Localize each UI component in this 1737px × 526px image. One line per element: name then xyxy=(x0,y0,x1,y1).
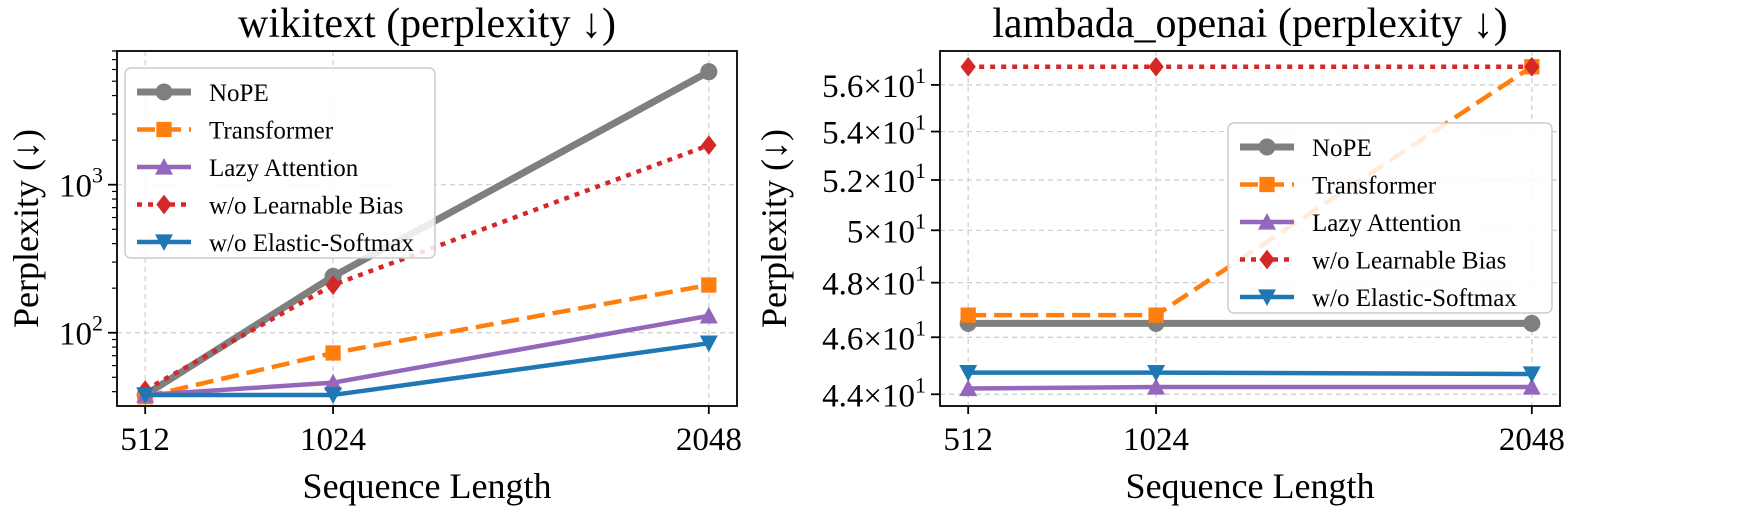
series-w-o-elastic-softmax xyxy=(959,364,1541,384)
legend-frame xyxy=(124,67,436,259)
legend-label: Lazy Attention xyxy=(209,155,359,182)
legend-label: Transformer xyxy=(1312,173,1437,200)
data-point xyxy=(325,275,341,295)
y-tick-label: 103 xyxy=(59,163,103,205)
data-point xyxy=(1522,378,1541,395)
y-tick-label: 4.4×101 xyxy=(822,372,926,414)
data-point xyxy=(325,345,341,361)
data-point xyxy=(324,373,343,391)
legend-marker xyxy=(1259,176,1275,193)
legend-marker xyxy=(156,194,172,215)
legend-label: NoPE xyxy=(1312,135,1372,162)
data-point xyxy=(959,364,978,382)
legend-label: w/o Elastic-Softmax xyxy=(209,230,414,257)
y-tick-label: 5.6×101 xyxy=(822,63,926,105)
legend: NoPE Transformer Lazy Attention w/o Learnab… xyxy=(1227,122,1553,314)
data-point xyxy=(960,56,976,77)
x-tick-label: 2048 xyxy=(1499,422,1565,458)
legend-frame xyxy=(1227,122,1553,314)
y-tick-label: 5.4×101 xyxy=(822,110,926,152)
legend-label: w/o Learnable Bias xyxy=(209,193,403,220)
series-w-o-elastic-softmax xyxy=(136,335,718,404)
x-axis-label: Sequence Length xyxy=(1126,466,1375,506)
legend-label: NoPE xyxy=(209,80,269,107)
axes-frame xyxy=(939,50,1561,407)
series-line xyxy=(968,370,1532,377)
legend-label: w/o Learnable Bias xyxy=(1312,248,1506,275)
legend: NoPE Transformer Lazy Attention w/o Learnab… xyxy=(124,67,436,259)
y-tick-label: 102 xyxy=(59,311,103,353)
legend-marker xyxy=(1258,138,1276,156)
x-tick-label: 1024 xyxy=(300,422,366,458)
data-point xyxy=(1522,366,1541,384)
y-tick-label: 5.2×101 xyxy=(822,158,926,200)
chart-panel-2: lambada_openai (perplexity ↓) 512 1024 2048… xyxy=(754,1,1565,506)
x-tick-label: 512 xyxy=(943,422,993,458)
data-point xyxy=(136,387,155,404)
axes-frame xyxy=(116,50,738,407)
data-point xyxy=(699,306,718,324)
data-point xyxy=(701,277,717,293)
legend-marker xyxy=(156,121,172,138)
data-point xyxy=(1147,364,1166,382)
legend-label: w/o Elastic-Softmax xyxy=(1312,285,1517,312)
y-axis-label: Perplexity (↓) xyxy=(754,129,794,328)
x-tick-label: 2048 xyxy=(676,422,742,458)
series-transformer xyxy=(960,59,1540,323)
data-point xyxy=(959,379,978,397)
legend-marker xyxy=(1259,249,1275,270)
data-point xyxy=(960,307,976,323)
series-transformer xyxy=(137,277,717,405)
chart-title: wikitext (perplexity ↓) xyxy=(238,1,616,47)
data-point xyxy=(699,335,718,353)
data-point xyxy=(701,135,717,156)
chart-panel-1: wikitext (perplexity ↓) 512 1024 2048 102 103… xyxy=(6,1,742,506)
series-nope xyxy=(959,314,1541,332)
legend-marker xyxy=(155,234,173,251)
data-point xyxy=(1524,56,1540,77)
data-point xyxy=(1523,314,1541,332)
x-tick-label: 512 xyxy=(120,422,170,458)
series-lazy-attention xyxy=(959,378,1541,397)
legend-marker xyxy=(1258,289,1276,306)
y-axis-label: Perplexity (↓) xyxy=(6,129,46,328)
y-tick-label: 4.6×101 xyxy=(822,315,926,357)
legend-marker xyxy=(1258,213,1276,230)
series-line xyxy=(968,384,1532,391)
y-tick-label: 4.8×101 xyxy=(822,261,926,303)
data-point xyxy=(1147,378,1166,395)
series-w-o-learnable-bias xyxy=(960,56,1540,77)
x-axis-label: Sequence Length xyxy=(303,466,552,506)
chart-title: lambada_openai (perplexity ↓) xyxy=(992,1,1507,47)
x-tick-label: 1024 xyxy=(1123,422,1189,458)
y-tick-label: 5×101 xyxy=(847,208,926,250)
legend-marker xyxy=(155,158,173,175)
data-point xyxy=(324,387,343,404)
data-point xyxy=(1148,56,1164,77)
legend-marker xyxy=(155,83,173,101)
data-point xyxy=(700,63,718,81)
legend-label: Lazy Attention xyxy=(1312,210,1462,237)
legend-label: Transformer xyxy=(209,118,334,145)
data-point xyxy=(1148,307,1164,323)
